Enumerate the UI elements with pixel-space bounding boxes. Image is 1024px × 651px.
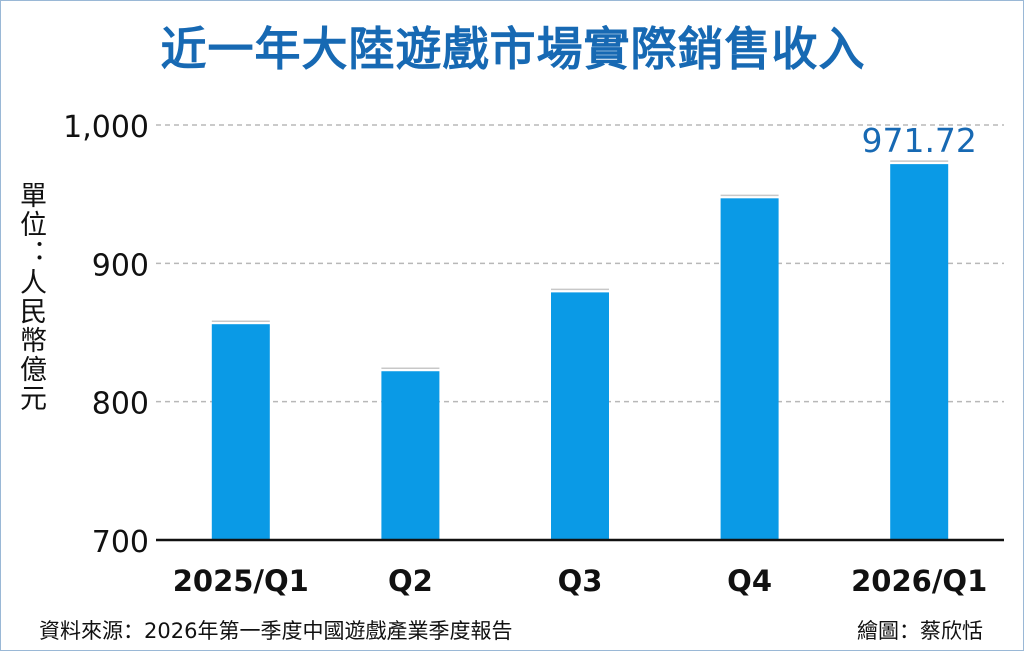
bar xyxy=(211,324,270,540)
bar xyxy=(720,198,779,541)
x-tick-label: 2025/Q1 xyxy=(173,564,309,598)
x-tick-label: Q3 xyxy=(558,564,603,598)
x-tick-label: Q4 xyxy=(727,564,772,598)
bar xyxy=(551,292,609,540)
data-label: 971.72 xyxy=(861,121,976,160)
y-tick-label: 700 xyxy=(92,525,149,560)
y-axis-unit-label: 單位：人民幣億元 xyxy=(15,181,46,413)
x-tick-label: 2026/Q1 xyxy=(851,564,987,598)
bar xyxy=(890,164,949,540)
bar xyxy=(381,371,440,540)
graphic-credit: 繪圖：蔡欣恬 xyxy=(857,619,983,643)
y-tick-label: 800 xyxy=(92,387,149,422)
chart-title: 近一年大陸遊戲市場實際銷售收入 xyxy=(160,22,866,76)
y-tick-label: 900 xyxy=(92,248,149,283)
y-tick-label: 1,000 xyxy=(63,110,149,145)
source-note: 資料來源：2026年第一季度中國遊戲產業季度報告 xyxy=(39,619,513,643)
x-tick-label: Q2 xyxy=(388,564,433,598)
